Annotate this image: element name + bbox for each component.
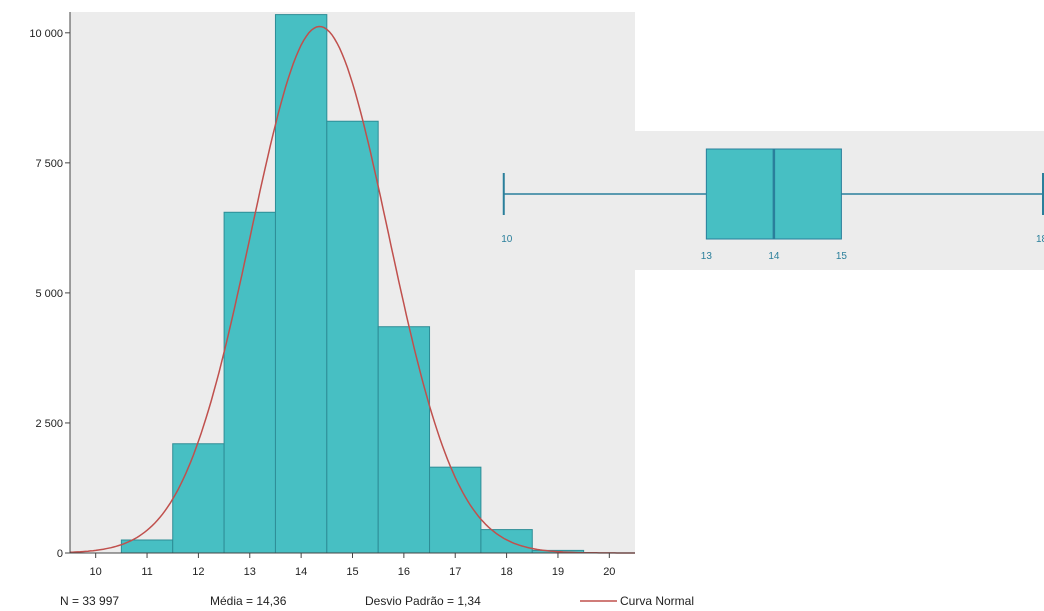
histogram-bar (326, 120, 379, 554)
x-tick-label: 16 (398, 566, 410, 578)
boxplot-q1-label: 13 (701, 251, 713, 262)
y-axis: 0 2 500 5 000 7 500 10 000 (29, 12, 71, 560)
boxplot-min-label: 10 (501, 234, 513, 245)
sd-label: Desvio Padrão = 1,34 (365, 594, 481, 608)
x-tick-label: 12 (192, 566, 204, 578)
x-tick-label: 13 (244, 566, 256, 578)
histogram-footer: N = 33 997 Média = 14,36 Desvio Padrão =… (60, 594, 694, 608)
y-tick-label: 0 (57, 548, 63, 560)
x-tick-label: 20 (603, 566, 615, 578)
boxplot: 10 13 14 15 18 (501, 148, 1044, 262)
histogram-bar (172, 443, 225, 554)
x-tick-label: 17 (449, 566, 461, 578)
y-tick-label: 2 500 (35, 418, 63, 430)
y-tick-label: 10 000 (29, 28, 63, 40)
x-tick-label: 11 (141, 566, 152, 578)
y-tick-label: 5 000 (35, 288, 63, 300)
x-axis: 10 11 12 13 14 15 16 17 18 19 20 (70, 552, 635, 578)
mean-label: Média = 14,36 (210, 594, 287, 608)
histogram-bars (120, 14, 585, 554)
histogram-bar (223, 211, 276, 554)
histogram-bar (480, 529, 533, 554)
x-tick-label: 15 (346, 566, 358, 578)
histogram-bar (377, 326, 431, 554)
legend-label: Curva Normal (620, 594, 694, 608)
x-tick-label: 19 (552, 566, 564, 578)
boxplot-q3-label: 15 (836, 251, 848, 262)
n-label: N = 33 997 (60, 594, 119, 608)
y-tick-label: 7 500 (35, 158, 63, 170)
x-tick-label: 14 (295, 566, 307, 578)
boxplot-median-label: 14 (768, 251, 780, 262)
normal-curve-line (69, 25, 635, 554)
histogram-bar (429, 466, 482, 554)
x-tick-label: 18 (500, 566, 512, 578)
x-tick-label: 10 (90, 566, 102, 578)
boxplot-max-label: 18 (1036, 234, 1044, 245)
